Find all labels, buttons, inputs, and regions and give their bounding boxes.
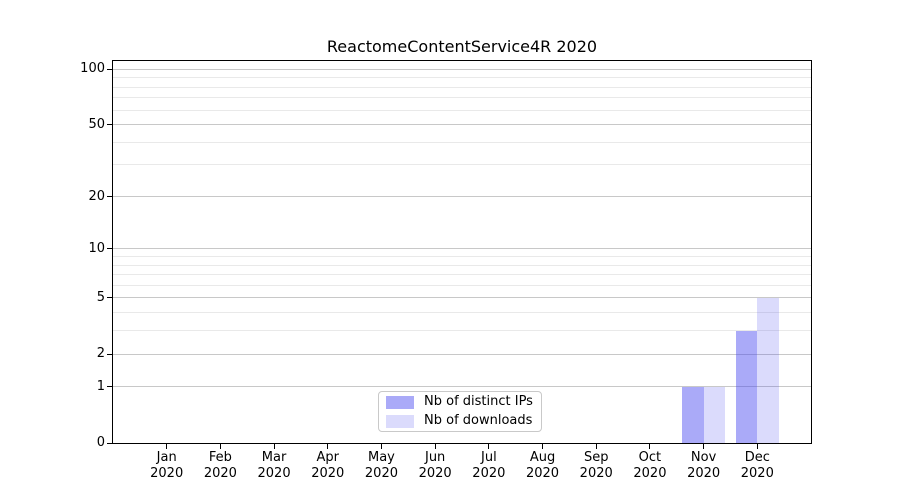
- y-tick-label: 20: [88, 188, 105, 204]
- gridline-minor: [113, 97, 811, 99]
- x-tick-label: May 2020: [349, 450, 413, 481]
- x-tick: [380, 444, 382, 449]
- x-tick: [434, 444, 436, 449]
- y-tick-label: 1: [96, 378, 105, 394]
- gridline-major: [113, 386, 811, 388]
- x-tick: [542, 444, 544, 449]
- x-tick: [595, 444, 597, 449]
- y-tick-label: 5: [96, 289, 105, 305]
- gridline-minor: [113, 141, 811, 143]
- gridline-minor: [113, 256, 811, 258]
- x-tick-label-year: 2020: [203, 465, 237, 481]
- legend-label-downloads: Nb of downloads: [424, 413, 533, 428]
- y-tick: [107, 68, 112, 70]
- bar: [703, 386, 726, 443]
- x-tick-label-month: Jan: [156, 450, 177, 465]
- gridline-minor: [113, 109, 811, 111]
- x-tick-label: Dec 2020: [725, 450, 789, 481]
- x-tick-label-year: 2020: [150, 465, 184, 481]
- y-tick-label: 0: [96, 435, 105, 450]
- x-tick-label-month: Aug: [529, 450, 556, 465]
- x-tick-label: Oct 2020: [618, 450, 682, 481]
- x-tick: [703, 444, 705, 449]
- legend-swatch-distinct-ips: [386, 395, 414, 409]
- gridline-minor: [113, 284, 811, 286]
- legend-item-downloads: Nb of downloads: [386, 414, 541, 428]
- plot-area: [112, 60, 812, 444]
- y-tick-label: 100: [80, 61, 105, 77]
- x-tick-label-month: Jun: [424, 450, 446, 465]
- gridline-minor: [113, 77, 811, 79]
- gridline-minor: [113, 312, 811, 314]
- y-tick: [107, 353, 112, 355]
- y-tick: [107, 386, 112, 388]
- x-tick-label: Feb 2020: [188, 450, 252, 481]
- x-tick-label-year: 2020: [633, 465, 667, 481]
- x-tick-label-month: Jul: [481, 450, 497, 465]
- x-tick: [756, 444, 758, 449]
- y-tick: [107, 442, 112, 444]
- x-tick-label: Mar 2020: [242, 450, 306, 481]
- x-tick-label-year: 2020: [740, 465, 774, 481]
- x-tick-label-month: May: [368, 450, 395, 465]
- x-tick-label: Jun 2020: [403, 450, 467, 481]
- x-tick-label-month: Mar: [261, 450, 287, 465]
- x-tick-label-year: 2020: [579, 465, 613, 481]
- gridline-minor: [113, 264, 811, 266]
- x-tick-label-year: 2020: [687, 465, 721, 481]
- gridline-major: [113, 353, 811, 355]
- x-tick-label-month: Dec: [744, 450, 770, 465]
- x-tick-label-month: Nov: [690, 450, 717, 465]
- y-tick: [107, 124, 112, 126]
- gridline-major: [113, 68, 811, 70]
- x-tick-label-year: 2020: [257, 465, 291, 481]
- x-tick: [488, 444, 490, 449]
- x-tick-label-year: 2020: [311, 465, 345, 481]
- bar: [735, 330, 758, 443]
- x-tick-label: Jan 2020: [135, 450, 199, 481]
- x-tick: [327, 444, 329, 449]
- x-tick-label-year: 2020: [418, 465, 452, 481]
- x-tick-label-month: Feb: [208, 450, 232, 465]
- x-tick-label-year: 2020: [525, 465, 560, 481]
- legend-swatch-downloads: [386, 414, 414, 428]
- x-tick: [273, 444, 275, 449]
- y-tick-label: 2: [96, 346, 105, 362]
- y-tick: [107, 297, 112, 299]
- x-tick-label: Jul 2020: [457, 450, 521, 481]
- gridline-minor: [113, 86, 811, 88]
- gridline-major: [113, 297, 811, 299]
- x-tick-label: Apr 2020: [296, 450, 360, 481]
- legend: Nb of distinct IPs Nb of downloads: [378, 391, 542, 432]
- y-tick-label: 10: [88, 240, 105, 256]
- x-tick: [166, 444, 168, 449]
- x-tick: [649, 444, 651, 449]
- x-tick-label-month: Apr: [316, 450, 340, 465]
- gridline-major: [113, 196, 811, 198]
- gridline-minor: [113, 274, 811, 276]
- x-tick-label: Sep 2020: [564, 450, 628, 481]
- x-tick-label-year: 2020: [472, 465, 506, 481]
- x-tick-label: Aug 2020: [511, 450, 575, 481]
- bar: [682, 386, 704, 443]
- y-tick: [107, 248, 112, 250]
- gridline-major: [113, 124, 811, 126]
- x-tick-label-year: 2020: [364, 465, 398, 481]
- y-tick: [107, 196, 112, 198]
- chart-title: ReactomeContentService4R 2020: [326, 37, 598, 56]
- gridline-minor: [113, 330, 811, 332]
- legend-label-distinct-ips: Nb of distinct IPs: [424, 394, 533, 409]
- gridline-major: [113, 248, 811, 250]
- x-tick: [219, 444, 221, 449]
- gridline-minor: [113, 164, 811, 166]
- bar: [757, 297, 779, 443]
- legend-item-distinct-ips: Nb of distinct IPs: [386, 395, 541, 409]
- x-tick-label-month: Sep: [583, 450, 609, 465]
- x-tick-label-month: Oct: [638, 450, 662, 465]
- y-tick-label: 50: [88, 116, 105, 132]
- x-tick-label: Nov 2020: [672, 450, 736, 481]
